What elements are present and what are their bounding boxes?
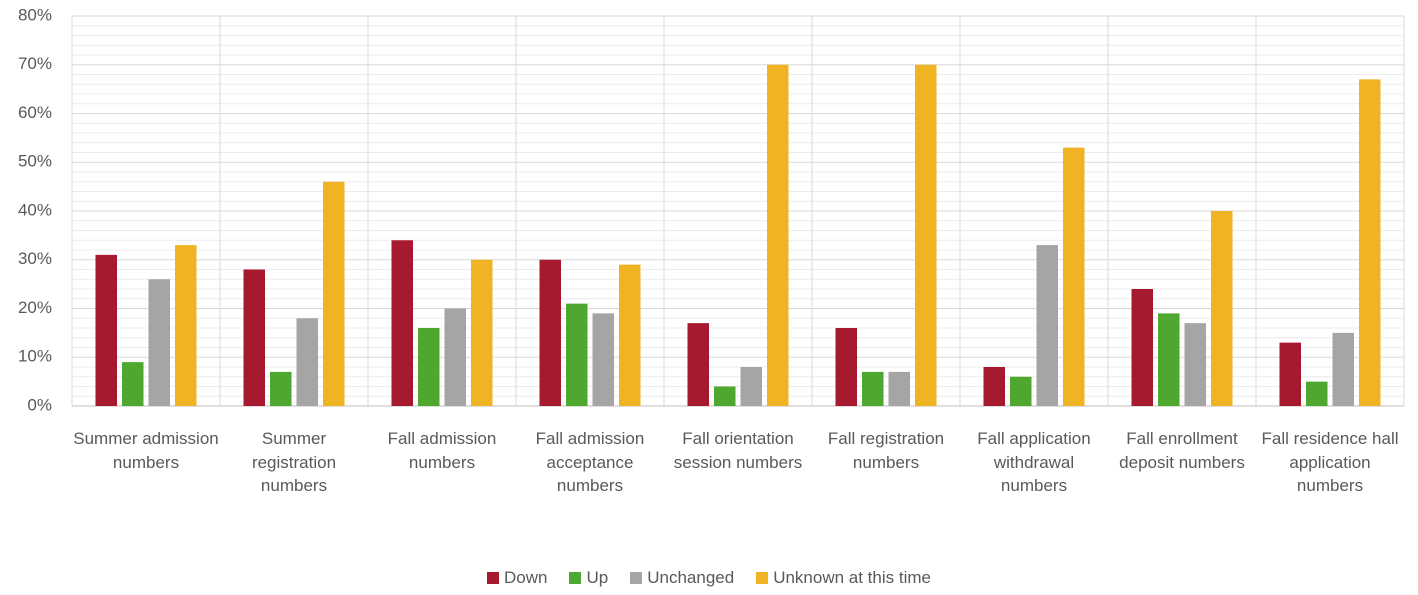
bar [1131, 289, 1153, 406]
bar [175, 245, 197, 406]
bar [619, 264, 641, 406]
bar [1010, 376, 1032, 406]
legend-item: Unchanged [630, 566, 734, 589]
x-tick-label: Summer admission numbers [73, 429, 219, 472]
y-tick-label: 0% [27, 395, 52, 414]
legend-label: Up [586, 568, 609, 587]
x-tick-label: Fall residence hall application numbers [1261, 429, 1399, 495]
bar [122, 362, 144, 406]
bar [740, 367, 762, 406]
bar [148, 279, 170, 406]
bar [471, 259, 493, 406]
bar [1063, 147, 1085, 406]
bar [296, 318, 318, 406]
bar [1306, 381, 1328, 406]
legend-label: Down [504, 568, 548, 587]
x-tick-label: Fall orientation session numbers [673, 429, 803, 472]
y-tick-label: 60% [18, 103, 52, 122]
legend: Down Up Unchanged Unknown at this time [0, 566, 1418, 589]
legend-item: Unknown at this time [756, 566, 931, 589]
x-tick-label: Summer registration numbers [251, 429, 337, 495]
bar [1359, 79, 1381, 406]
y-tick-label: 30% [18, 249, 52, 268]
x-tick-label: Fall admission acceptance numbers [535, 429, 645, 495]
bar [270, 371, 292, 406]
bar [592, 313, 614, 406]
bar [835, 328, 857, 406]
legend-item: Up [569, 566, 608, 589]
bar [1158, 313, 1180, 406]
bar [418, 328, 440, 406]
legend-swatch [487, 571, 500, 584]
bar [1211, 211, 1233, 406]
y-tick-label: 20% [18, 298, 52, 317]
bar [323, 181, 345, 406]
x-tick-label: Fall application withdrawal numbers [977, 429, 1091, 495]
bar [95, 254, 117, 406]
bar [888, 371, 910, 406]
y-tick-label: 40% [18, 200, 52, 219]
bar [983, 367, 1005, 406]
legend-label: Unknown at this time [773, 568, 931, 587]
legend-item: Down [487, 566, 547, 589]
x-tick-label: Fall enrollment deposit numbers [1119, 429, 1245, 472]
y-tick-label: 70% [18, 54, 52, 73]
y-tick-label: 50% [18, 152, 52, 171]
bar [1184, 323, 1206, 406]
bar [539, 259, 561, 406]
bar [1036, 245, 1058, 406]
bar [767, 64, 789, 406]
legend-swatch [756, 571, 769, 584]
bar [243, 269, 265, 406]
bar [687, 323, 709, 406]
x-tick-label: Fall admission numbers [387, 429, 497, 472]
legend-swatch [630, 571, 643, 584]
y-tick-label: 80% [18, 5, 52, 24]
bar [566, 303, 588, 406]
y-tick-label: 10% [18, 347, 52, 366]
bar [862, 371, 884, 406]
bar [391, 240, 413, 406]
bar [915, 64, 937, 406]
bar [1279, 342, 1301, 406]
legend-swatch [569, 571, 582, 584]
bar [714, 386, 736, 406]
legend-label: Unchanged [647, 568, 735, 587]
x-tick-label: Fall registration numbers [827, 429, 945, 472]
bar [444, 308, 466, 406]
bar [1332, 332, 1354, 406]
